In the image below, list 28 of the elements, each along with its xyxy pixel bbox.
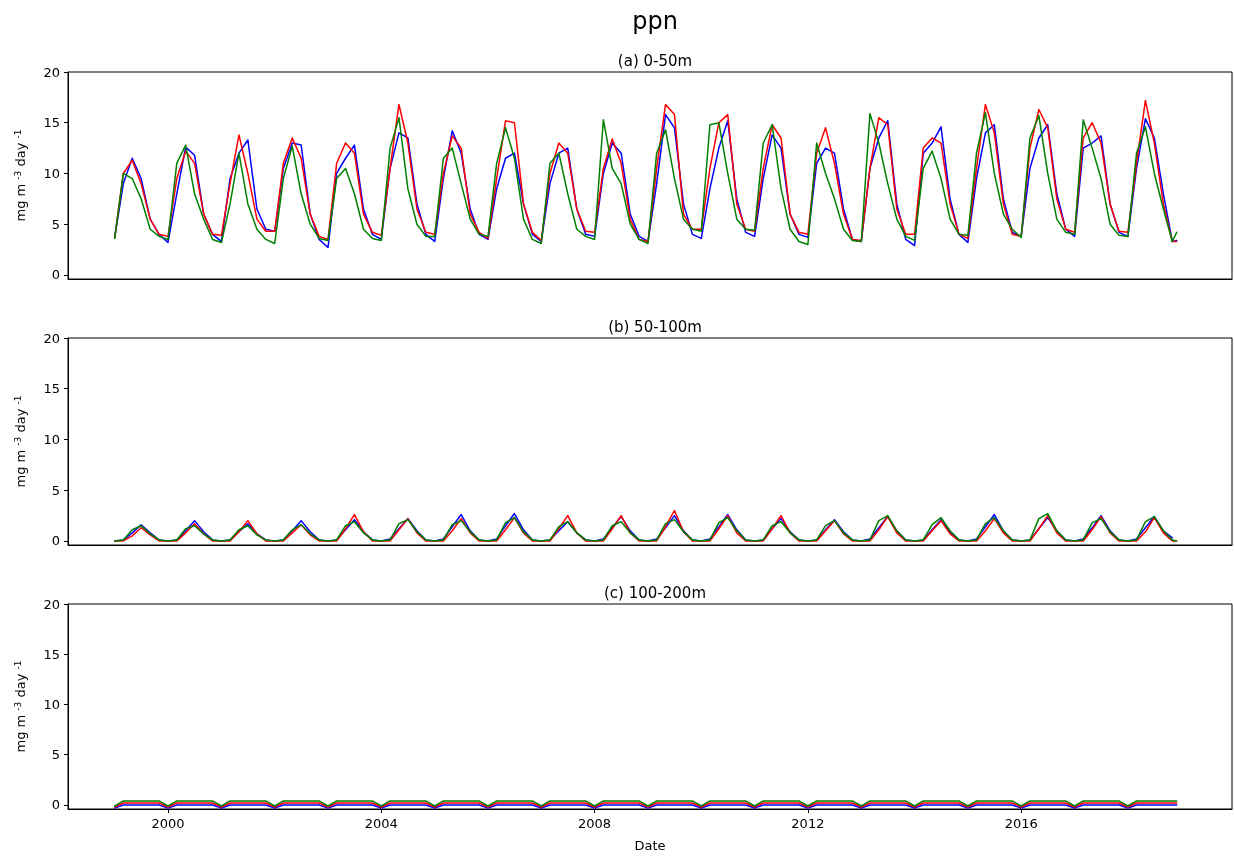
- y-tick-label: 10: [43, 165, 60, 181]
- y-tick-label: 0: [51, 533, 60, 549]
- x-tick-label: 2000: [151, 816, 185, 831]
- y-tick-label: 5: [51, 747, 60, 763]
- y-tick-label: 20: [43, 596, 60, 612]
- y-tick-label: 15: [43, 646, 60, 662]
- y-tick-label: 20: [43, 330, 60, 346]
- x-tick-label: 2016: [1004, 816, 1038, 831]
- y-tick-label: 0: [51, 797, 60, 813]
- chart-title: ppn: [632, 7, 678, 35]
- y-tick-label: 10: [43, 696, 60, 712]
- y-tick-label: 10: [43, 431, 60, 447]
- y-tick-label: 15: [43, 381, 60, 397]
- x-axis-title: Date: [634, 838, 666, 853]
- y-axis-title: mg m -3 day -1: [12, 395, 28, 488]
- y-axis-title: mg m -3 day -1: [12, 129, 28, 222]
- x-tick-label: 2004: [364, 816, 398, 831]
- chart-title: (b) 50-100m: [608, 317, 702, 336]
- chart-title: (c) 100-200m: [603, 583, 707, 602]
- y-tick-label: 15: [43, 115, 60, 131]
- chart-subtitle: (a) 0-50m: [617, 51, 693, 70]
- x-tick-label: 2008: [578, 816, 612, 831]
- y-tick-label: 0: [51, 267, 60, 283]
- y-tick-label: 5: [51, 216, 60, 232]
- y-tick-label: 5: [51, 482, 60, 498]
- y-axis-title: mg m -3 day -1: [12, 660, 28, 753]
- x-tick-label: 2012: [791, 816, 825, 831]
- y-tick-label: 20: [43, 64, 60, 80]
